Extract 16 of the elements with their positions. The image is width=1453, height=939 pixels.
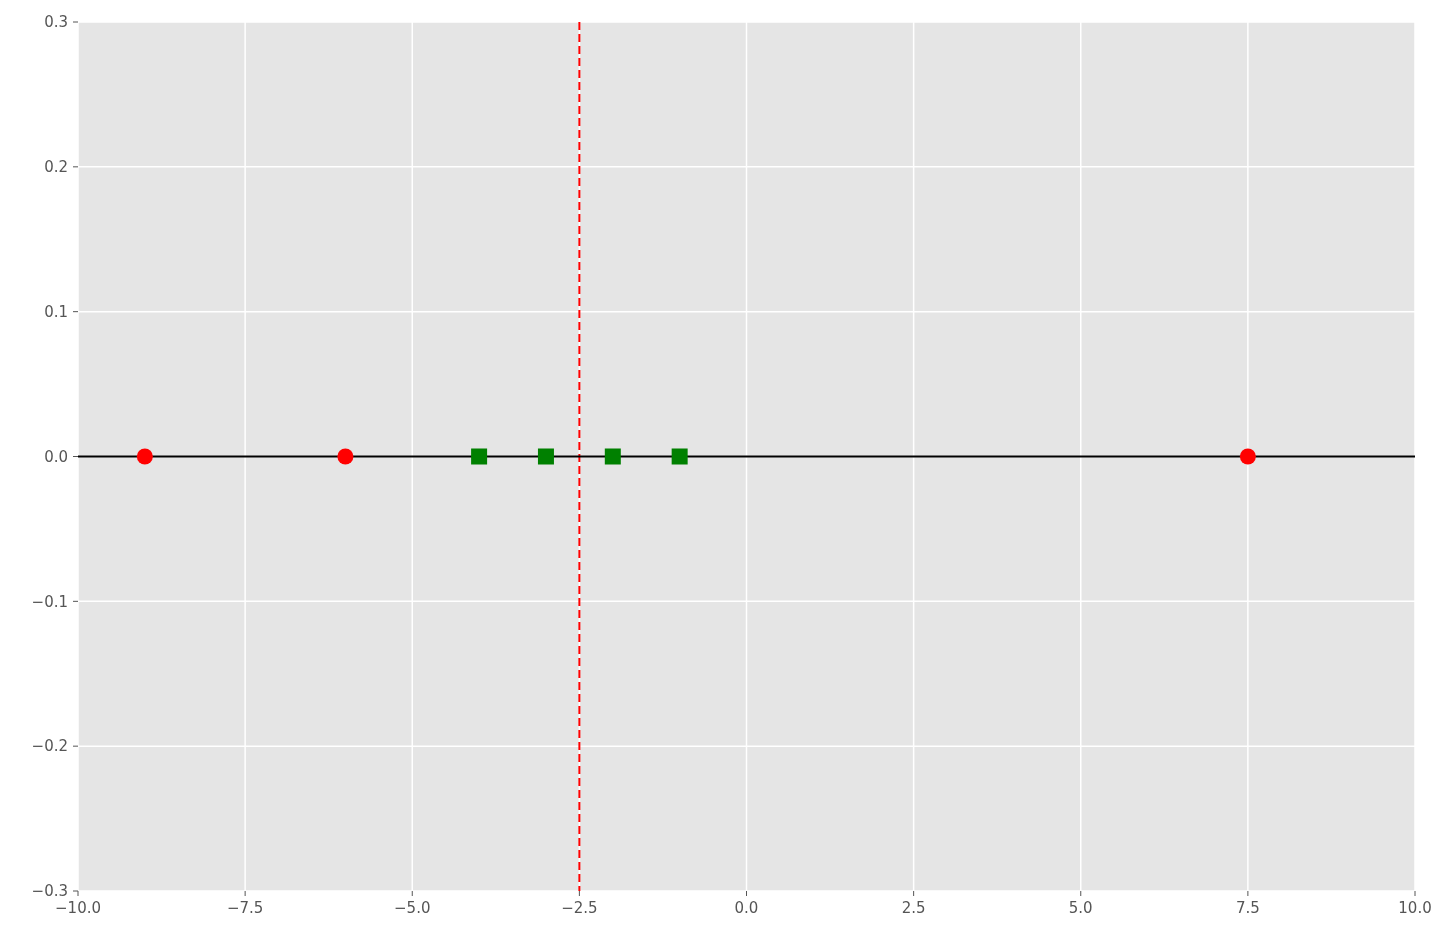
x-tick-label: 7.5	[1235, 899, 1260, 917]
y-tick-label: −0.1	[31, 592, 68, 611]
y-tick-label: 0.2	[44, 158, 68, 177]
x-tick-label: 5.0	[1068, 899, 1093, 917]
y-tick-label: −0.3	[31, 882, 68, 901]
x-tick-label: 10.0	[1398, 899, 1432, 917]
x-tick-label: −7.5	[226, 899, 264, 917]
x-tick-label: 2.5	[901, 899, 926, 917]
y-tick-label: −0.2	[31, 737, 68, 756]
y-tick-label: 0.1	[44, 302, 68, 321]
x-tick-label: −2.5	[561, 899, 598, 917]
y-tick-label: 0.0	[44, 447, 68, 466]
y-tick-label: 0.3	[44, 13, 68, 32]
x-tick-label: 0.0	[734, 899, 759, 917]
x-tick-label: −10.0	[55, 899, 101, 917]
x-tick-label: −5.0	[394, 899, 431, 917]
